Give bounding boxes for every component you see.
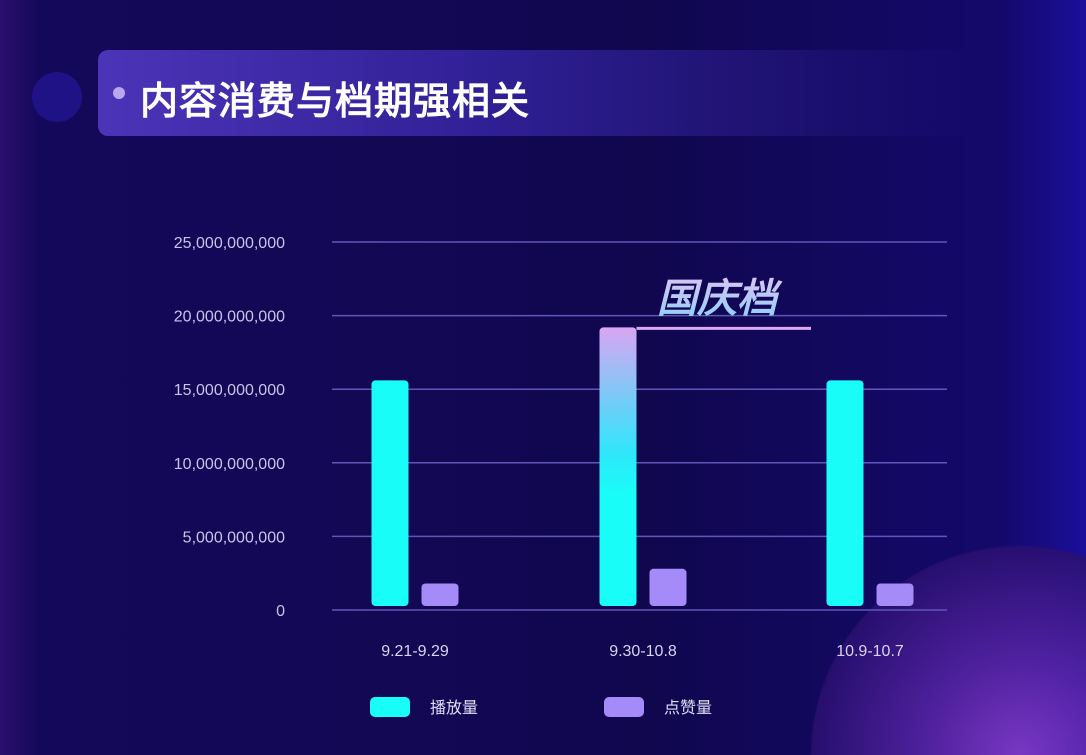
bar-plays [371, 380, 409, 606]
legend-swatch [370, 697, 410, 717]
bar-likes [649, 568, 687, 606]
bar-likes [876, 583, 914, 606]
annotation-label: 国庆档 [657, 277, 783, 321]
bullet-dot-icon [113, 87, 125, 99]
y-tick-label: 20,000,000,000 [174, 309, 285, 326]
legend-label: 播放量 [430, 699, 478, 717]
y-tick-label: 10,000,000,000 [174, 456, 285, 473]
legend-label: 点赞量 [664, 699, 712, 717]
bar-plays [599, 327, 637, 606]
bar-likes [421, 583, 459, 606]
x-tick-label: 9.21-9.29 [381, 643, 449, 660]
y-tick-label: 25,000,000,000 [174, 235, 285, 252]
decorative-circle [32, 72, 82, 122]
x-tick-label: 10.9-10.7 [836, 643, 904, 660]
x-tick-label: 9.30-10.8 [609, 643, 677, 660]
y-tick-label: 0 [276, 603, 285, 620]
y-tick-label: 5,000,000,000 [183, 529, 285, 546]
page-title: 内容消费与档期强相关 [140, 81, 531, 123]
y-tick-label: 15,000,000,000 [174, 382, 285, 399]
title-banner: 内容消费与档期强相关 [98, 50, 978, 136]
legend-swatch [604, 697, 644, 717]
bar-plays [826, 380, 864, 606]
